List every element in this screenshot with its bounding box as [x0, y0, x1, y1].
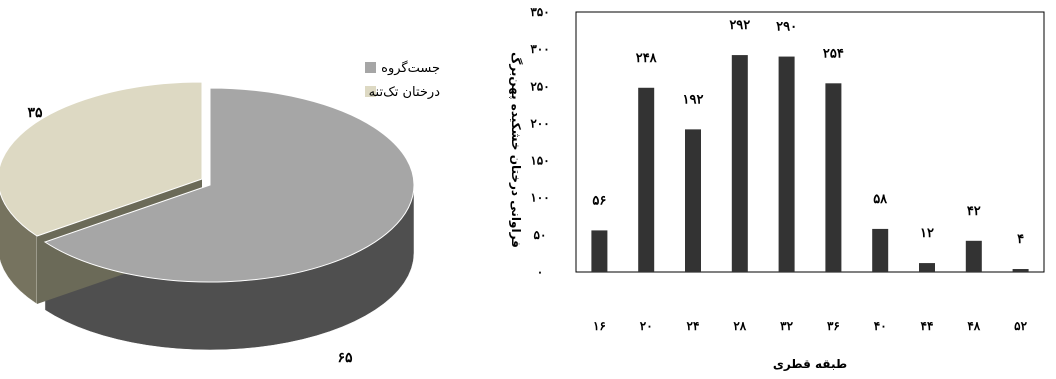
- bar: [1012, 269, 1029, 272]
- pie-value-label: ۳۵: [27, 105, 43, 121]
- y-tick-label: ۱۵۰: [530, 154, 549, 168]
- x-axis-title: طبقه قطری: [773, 357, 847, 371]
- y-tick-label: ۲۰۰: [530, 116, 549, 130]
- bar: [919, 263, 935, 272]
- pie-slice-2: [0, 81, 203, 237]
- bar: [685, 129, 701, 272]
- y-axis-title: فراوانی درختان خشکیده پهن‌برگ: [508, 52, 524, 248]
- bar-value-label: ۵۸: [873, 192, 888, 207]
- bar: [638, 87, 655, 273]
- pie-legend: جست‌گروه درختان تک‌تنه: [365, 60, 440, 100]
- y-axis-ticks: ۰ ۵۰ ۱۰۰ ۱۵۰ ۲۰۰ ۲۵۰ ۳۰۰ ۳۵۰: [530, 5, 549, 279]
- bar: [591, 230, 608, 272]
- x-tick-label: ۱۶: [593, 319, 606, 333]
- bars: [591, 55, 1029, 273]
- pie-chart: ۶۵ ۳۵ جست‌گروه درختان تک‌تنه: [0, 60, 440, 366]
- legend-label: درختان تک‌تنه: [369, 85, 441, 100]
- bar: [778, 56, 795, 273]
- bar-value-label: ۲۵۴: [823, 46, 844, 61]
- y-tick-label: ۳۰۰: [530, 42, 549, 56]
- pie-slice-1: [43, 87, 415, 283]
- y-tick-label: ۰: [537, 265, 543, 279]
- bar-value-label: ۱۹۲: [683, 92, 704, 107]
- x-tick-label: ۳۶: [827, 319, 840, 333]
- x-axis-ticks: ۱۶ ۲۰ ۲۴ ۲۸ ۳۲ ۳۶ ۴۰ ۴۴ ۴۸ ۵۲: [593, 319, 1028, 333]
- legend-swatch: [365, 86, 376, 97]
- bar: [825, 83, 842, 272]
- bar-value-label: ۵۶: [592, 193, 606, 208]
- pie-slices: [0, 81, 415, 351]
- x-tick-label: ۵۲: [1014, 319, 1027, 333]
- x-tick-label: ۴۸: [967, 319, 980, 333]
- plot-area-frame: [575, 11, 1045, 273]
- x-tick-label: ۲۴: [687, 319, 700, 333]
- pie-labels: ۶۵ ۳۵: [27, 105, 353, 366]
- bar: [731, 55, 748, 273]
- legend-label: جست‌گروه: [381, 60, 440, 76]
- legend-swatch: [365, 62, 376, 73]
- x-tick-label: ۴۴: [921, 319, 934, 333]
- bar: [965, 240, 982, 272]
- bar: [872, 228, 889, 272]
- y-tick-label: ۵۰: [534, 228, 547, 242]
- bar-value-label: ۲۴۸: [636, 51, 658, 66]
- x-tick-label: ۳۲: [780, 319, 793, 333]
- pie-value-label: ۶۵: [337, 350, 353, 366]
- y-tick-label: ۱۰۰: [530, 191, 549, 205]
- x-tick-label: ۴۰: [874, 319, 887, 333]
- bar-value-labels: ۵۶ ۲۴۸ ۱۹۲ ۲۹۲ ۲۹۰ ۲۵۴ ۵۸ ۱۲ ۴۲ ۴: [592, 18, 1024, 247]
- x-tick-label: ۲۰: [640, 319, 653, 333]
- bar-value-label: ۴: [1017, 232, 1024, 247]
- x-tick-label: ۲۸: [733, 319, 746, 333]
- bar-value-label: ۴۲: [967, 204, 981, 219]
- bar-value-label: ۲۹۰: [776, 20, 797, 35]
- bar-value-label: ۱۲: [920, 226, 934, 241]
- bar-value-label: ۲۹۲: [729, 18, 750, 33]
- y-tick-label: ۳۵۰: [530, 5, 549, 19]
- y-tick-label: ۲۵۰: [530, 79, 549, 93]
